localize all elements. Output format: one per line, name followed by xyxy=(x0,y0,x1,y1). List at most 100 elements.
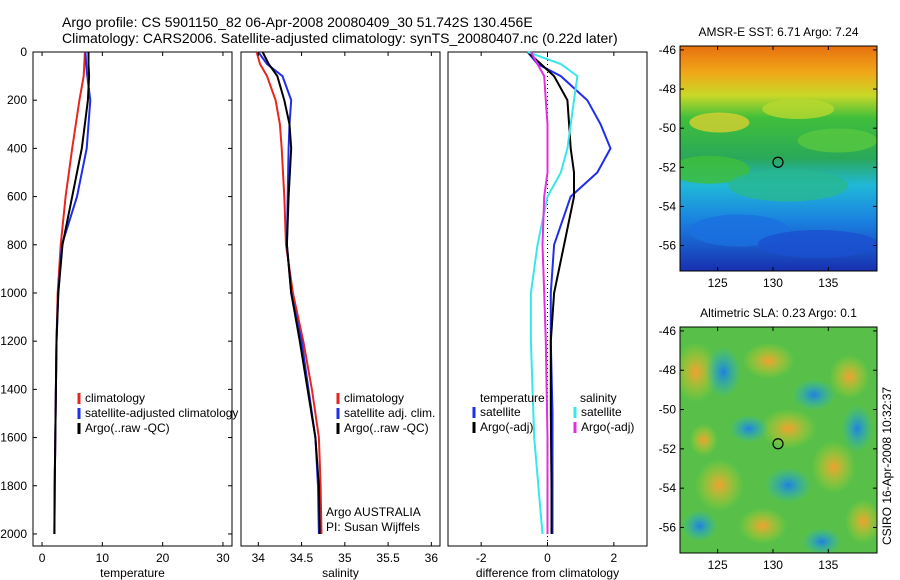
temperature-y-tick-label: 2000 xyxy=(0,527,27,541)
sla_map-argo-position-marker xyxy=(772,438,784,450)
sla_map-y-tick-label: -46 xyxy=(659,324,677,338)
sla-positive-anomaly xyxy=(689,424,718,456)
salinity-axes-frame xyxy=(240,51,441,547)
sst_map-x-tick-label: 125 xyxy=(708,276,728,290)
difference-legend-label: Argo(-adj) xyxy=(480,420,533,434)
sst_map-y-tick-label: -52 xyxy=(659,160,677,174)
sla_map-axes-frame xyxy=(679,326,878,554)
sst_map-title: AMSR-E SST: 6.71 Argo: 7.24 xyxy=(698,25,858,39)
temperature-x-ticks: 0 10 20 30 xyxy=(39,52,230,565)
sla_map-y-tick-label: -56 xyxy=(659,520,677,534)
salinity-series-0-line xyxy=(255,51,323,535)
salinity-annotation: PI: Susan Wijffels xyxy=(326,520,420,534)
sst_map-x-tick-label: 130 xyxy=(763,276,783,290)
sst_map-axes-frame xyxy=(679,45,878,272)
sla_map-y-tick-label: -48 xyxy=(659,363,677,377)
sst-field-patch xyxy=(728,169,849,202)
sst_map-y-ticks: -46 -48 -50 -52 -54 -56 xyxy=(659,43,877,253)
difference-x-tick-label: 0 xyxy=(544,551,551,565)
difference-legend-header-temperature: temperature xyxy=(480,391,545,405)
sla-positive-anomaly xyxy=(680,342,718,403)
sst_map-y-tick-label: -50 xyxy=(659,121,677,135)
temperature-x-tick-label: 10 xyxy=(96,551,110,565)
temperature-axes-frame xyxy=(32,51,233,547)
sla-positive-anomaly xyxy=(695,459,744,512)
difference-x-tick-label: -2 xyxy=(476,551,487,565)
difference-x-ticks: -2 0 2 xyxy=(476,52,617,565)
temperature-y-tick-label: 1800 xyxy=(0,479,27,493)
temperature-x-axis-label: temperature xyxy=(100,566,165,580)
sla_map-x-tick-label: 130 xyxy=(763,558,783,572)
temperature-legend-label: satellite-adjusted climatology xyxy=(85,406,238,420)
salinity-legend-label: satellite adj. clim. xyxy=(344,406,435,420)
salinity-legend-label: Argo(..raw -QC) xyxy=(344,421,429,435)
sst_map-y-tick-label: -56 xyxy=(659,239,677,253)
temperature-y-tick-label: 800 xyxy=(7,238,27,252)
sst_map-x-tick-label: 135 xyxy=(818,276,838,290)
sla_map-y-ticks: -46 -48 -50 -52 -54 -56 xyxy=(659,324,877,534)
sst_map-y-tick-label: -48 xyxy=(659,82,677,96)
salinity-annotation: Argo AUSTRALIA xyxy=(326,505,421,519)
temperature-y-tick-label: 1600 xyxy=(0,431,27,445)
csiro-timestamp-label: CSIRO 16-Apr-2008 10:32:37 xyxy=(880,387,894,545)
temperature-y-tick-label: 0 xyxy=(20,45,27,59)
sst-field-patch xyxy=(797,128,877,153)
sst_map-x-ticks: 125 130 135 xyxy=(708,46,839,290)
salinity-legend-label: climatology xyxy=(344,391,404,405)
temperature-x-tick-label: 0 xyxy=(39,551,46,565)
temperature-legend-label: climatology xyxy=(85,391,145,405)
salinity-x-axis-label: salinity xyxy=(322,566,359,580)
temperature-y-tick-label: 1000 xyxy=(0,286,27,300)
sla-negative-anomaly xyxy=(728,414,769,443)
temperature-y-tick-label: 200 xyxy=(7,93,27,107)
difference-x-axis-label: difference from climatology xyxy=(476,566,619,580)
salinity-x-tick-label: 36 xyxy=(425,551,439,565)
salinity-series-2-line xyxy=(261,51,321,535)
sla-negative-anomaly xyxy=(841,404,874,453)
temperature-y-tick-label: 1200 xyxy=(0,334,27,348)
difference-legend-label: satellite xyxy=(480,405,521,419)
temperature-y-tick-label: 600 xyxy=(7,190,27,204)
temperature-legend-label: Argo(..raw -QC) xyxy=(85,421,170,435)
sla-positive-anomaly xyxy=(738,507,787,544)
sla-negative-anomaly xyxy=(764,467,813,504)
difference-legend-label: Argo(-adj) xyxy=(581,420,634,434)
difference-series-0-line xyxy=(526,51,612,534)
sst-field-patch xyxy=(757,230,877,258)
temperature-x-tick-label: 20 xyxy=(156,551,170,565)
figure-title-line1: Argo profile: CS 5901150_82 06-Apr-2008 … xyxy=(62,14,533,30)
temperature-y-ticks: 0 200 400 600 800 1000 1200 1400 1600 1800 2000 xyxy=(0,45,232,541)
difference-series-3-line xyxy=(530,51,549,534)
sst-field-patch xyxy=(680,155,750,184)
sst-field-patch xyxy=(762,99,835,119)
sla-positive-anomaly xyxy=(760,408,817,449)
sla-positive-anomaly xyxy=(811,441,856,494)
sst_map-argo-position-marker xyxy=(772,156,784,168)
salinity-x-tick-label: 34 xyxy=(252,551,266,565)
difference-x-tick-label: 2 xyxy=(610,551,617,565)
salinity-x-tick-label: 34.5 xyxy=(290,551,314,565)
sla-positive-anomaly xyxy=(845,499,877,544)
sla-positive-anomaly xyxy=(742,342,795,379)
sla_map-y-tick-label: -52 xyxy=(659,442,677,456)
sla-negative-anomaly xyxy=(681,509,718,542)
temperature-x-tick-label: 30 xyxy=(216,551,230,565)
sst_map-field xyxy=(680,46,877,271)
sla_map-y-tick-label: -50 xyxy=(659,403,677,417)
salinity-x-ticks: 34 34.5 35 35.5 36 xyxy=(252,52,439,565)
sla_map-x-tick-label: 125 xyxy=(708,558,728,572)
difference-legend-label: satellite xyxy=(581,405,622,419)
salinity-x-tick-label: 35 xyxy=(338,551,352,565)
difference-series-1-line xyxy=(526,51,575,534)
sla-negative-anomaly xyxy=(705,346,742,399)
salinity-x-tick-label: 35.5 xyxy=(376,551,400,565)
temperature-y-tick-label: 1400 xyxy=(0,382,27,396)
sla_map-x-ticks: 125 130 135 xyxy=(708,327,839,572)
sla-negative-anomaly xyxy=(791,378,836,411)
difference-legend-header-salinity: salinity xyxy=(580,391,617,405)
sla-negative-anomaly xyxy=(801,527,842,553)
sla_map-x-tick-label: 135 xyxy=(818,558,838,572)
figure-title-line2: Climatology: CARS2006. Satellite-adjuste… xyxy=(62,30,618,46)
sla-positive-anomaly xyxy=(829,354,870,399)
